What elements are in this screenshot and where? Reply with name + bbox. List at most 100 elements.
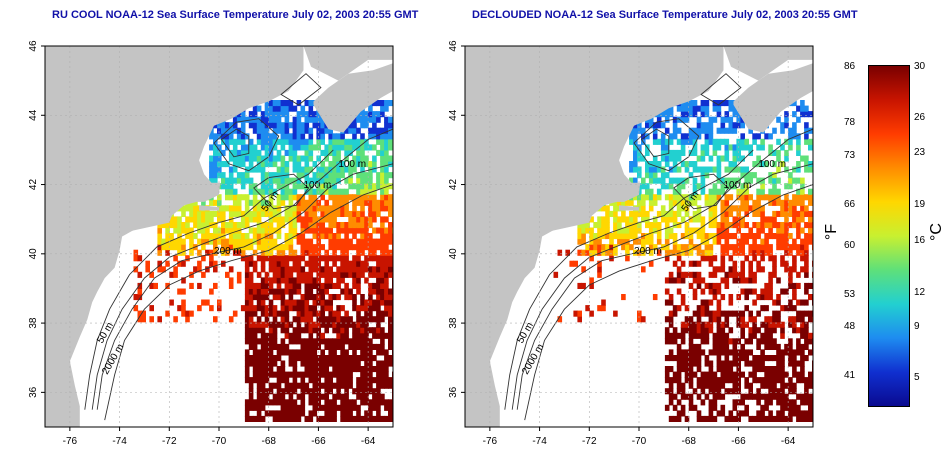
sst-pixel [680, 116, 686, 123]
sst-pixel [380, 266, 385, 273]
sst-pixel [221, 205, 226, 212]
sst-pixel [680, 161, 686, 168]
sst-pixel [356, 249, 361, 256]
sst-pixel [268, 238, 274, 245]
sst-pixel [332, 349, 337, 356]
sst-pixel [332, 366, 337, 373]
sst-pixel [700, 183, 706, 190]
sst-pixel [776, 316, 781, 323]
sst-pixel [724, 227, 730, 234]
sst-pixel [788, 382, 793, 389]
sst-pixel [637, 166, 642, 173]
sst-pixel [320, 205, 325, 212]
sst-pixel [284, 382, 290, 389]
sst-pixel [376, 294, 381, 301]
sst-pixel [324, 144, 329, 151]
sst-pixel [280, 122, 286, 129]
sst-pixel [304, 216, 310, 223]
sst-pixel [808, 316, 813, 323]
sst-pixel [173, 255, 178, 262]
sst-pixel [796, 404, 801, 411]
sst-pixel [280, 410, 286, 417]
sst-pixel [637, 155, 642, 162]
sst-pixel [368, 343, 373, 350]
sst-pixel [617, 222, 622, 229]
sst-pixel [252, 360, 258, 367]
sst-pixel [676, 371, 682, 378]
sst-pixel [292, 166, 298, 173]
sst-pixel [368, 382, 373, 389]
sst-pixel [720, 377, 726, 384]
sst-pixel [372, 183, 377, 190]
y-tick-label: 44 [28, 109, 39, 121]
sst-pixel [304, 349, 310, 356]
sst-pixel [360, 260, 365, 267]
sst-pixel [165, 260, 170, 267]
sst-pixel [716, 144, 722, 151]
sst-pixel [324, 371, 329, 378]
sst-pixel [676, 415, 682, 422]
sst-pixel [260, 188, 266, 195]
sst-pixel [384, 299, 389, 306]
sst-pixel [780, 327, 785, 334]
sst-pixel [577, 238, 582, 245]
sst-pixel [664, 371, 670, 378]
sst-pixel [740, 194, 745, 201]
sst-pixel [356, 288, 361, 295]
isobath-inner [640, 128, 670, 158]
sst-pixel [308, 111, 314, 118]
sst-pixel [716, 327, 722, 334]
sst-pixel [368, 294, 373, 301]
sst-pixel [244, 310, 250, 317]
sst-pixel [360, 321, 365, 328]
sst-pixel [720, 222, 726, 229]
sst-pixel [288, 105, 294, 112]
sst-pixel [284, 100, 290, 107]
sst-pixel [380, 227, 385, 234]
sst-pixel [768, 393, 773, 400]
sst-pixel [724, 149, 730, 156]
sst-pixel [605, 222, 610, 229]
sst-pixel [352, 227, 357, 234]
sst-pixel [288, 382, 294, 389]
sst-pixel [680, 393, 686, 400]
sst-pixel [800, 177, 805, 184]
sst-pixel [388, 310, 393, 317]
sst-pixel [165, 310, 170, 317]
sst-pixel [764, 222, 769, 229]
sst-pixel [352, 338, 357, 345]
sst-pixel [772, 415, 777, 422]
sst-pixel [672, 355, 678, 362]
sst-pixel [692, 161, 698, 168]
sst-pixel [304, 343, 310, 350]
sst-pixel [264, 316, 270, 323]
sst-pixel [276, 399, 282, 406]
sst-pixel [760, 294, 765, 301]
sst-pixel [780, 233, 785, 240]
sst-pixel [724, 277, 730, 284]
sst-pixel [256, 133, 262, 140]
sst-pixel [776, 321, 781, 328]
sst-pixel [244, 415, 250, 422]
sst-pixel [804, 415, 809, 422]
sst-pixel [688, 371, 694, 378]
sst-pixel [688, 133, 694, 140]
sst-pixel [272, 210, 278, 217]
sst-pixel [244, 260, 250, 267]
sst-pixel [344, 205, 349, 212]
sst-pixel [808, 399, 813, 406]
sst-pixel [300, 222, 306, 229]
sst-pixel [597, 238, 602, 245]
sst-pixel [656, 188, 662, 195]
sst-pixel [260, 321, 266, 328]
sst-pixel [752, 321, 757, 328]
sst-pixel [316, 216, 321, 223]
sst-pixel [268, 161, 274, 168]
sst-pixel [676, 399, 682, 406]
sst-pixel [736, 205, 741, 212]
sst-pixel [804, 288, 809, 295]
sst-pixel [724, 282, 730, 289]
sst-pixel [221, 244, 226, 251]
sst-pixel [688, 343, 694, 350]
sst-pixel [772, 210, 777, 217]
